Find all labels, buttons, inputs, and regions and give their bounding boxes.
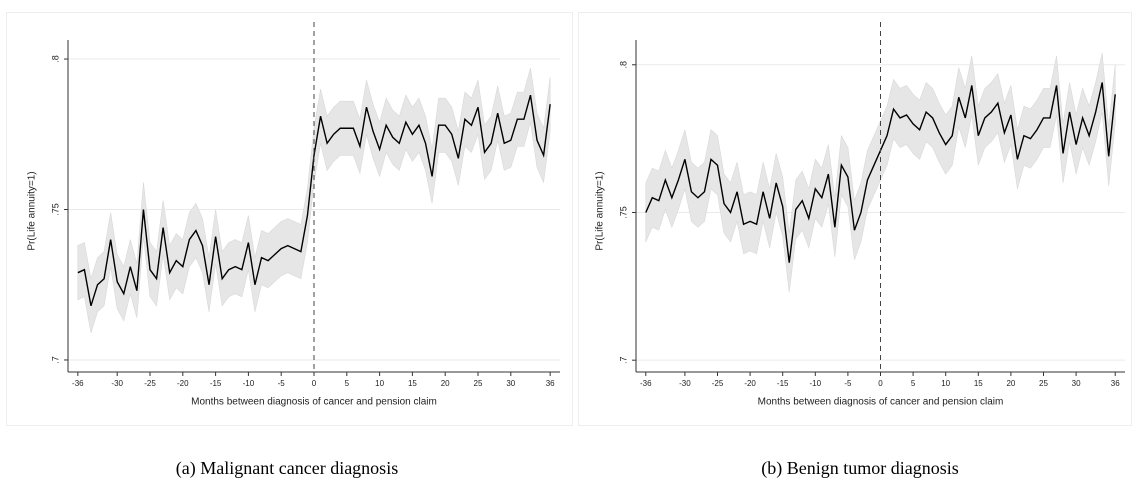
- confidence-band: [645, 52, 1116, 293]
- x-tick-label: -25: [144, 379, 156, 388]
- x-tick-label: -36: [72, 379, 84, 388]
- x-axis-label: Months between diagnosis of cancer and p…: [191, 397, 437, 408]
- caption: (a) Malignant cancer diagnosis: [176, 458, 398, 479]
- x-tick-label: -25: [712, 379, 724, 388]
- y-axis-label: Pr(Life annuity=1): [27, 171, 38, 250]
- y-tick-label: .7: [50, 356, 60, 364]
- x-tick-label: -15: [777, 379, 789, 388]
- x-tick-label: -10: [243, 379, 255, 388]
- x-tick-label: -5: [278, 379, 286, 388]
- caption: (b) Benign tumor diagnosis: [761, 458, 958, 479]
- y-tick-label: .75: [618, 206, 628, 219]
- x-tick-label: 10: [941, 379, 950, 388]
- x-tick-label: 36: [1111, 379, 1120, 388]
- x-tick-label: -15: [210, 379, 222, 388]
- confidence-band: [77, 67, 551, 333]
- x-tick-label: 0: [878, 379, 883, 388]
- x-tick-label: 30: [1072, 379, 1081, 388]
- x-tick-label: 25: [1039, 379, 1048, 388]
- x-tick-label: 0: [312, 379, 317, 388]
- x-tick-label: 10: [375, 379, 384, 388]
- x-tick-label: 30: [506, 379, 515, 388]
- y-tick-label: .8: [618, 61, 628, 69]
- y-axis-label: Pr(Life annuity=1): [595, 171, 606, 250]
- x-tick-label: 5: [911, 379, 916, 388]
- line: [77, 94, 551, 307]
- x-tick-label: -20: [744, 379, 756, 388]
- x-tick-label: -10: [810, 379, 822, 388]
- y-tick-label: .75: [50, 203, 60, 216]
- x-tick-label: -30: [111, 379, 123, 388]
- x-tick-label: -36: [640, 379, 652, 388]
- y-tick-label: .7: [618, 356, 628, 364]
- y-tick-label: .8: [50, 55, 60, 63]
- x-tick-label: -20: [177, 379, 189, 388]
- x-tick-label: 15: [408, 379, 417, 388]
- x-tick-label: 15: [974, 379, 983, 388]
- x-tick-label: 20: [1006, 379, 1015, 388]
- x-tick-label: -30: [679, 379, 691, 388]
- x-tick-label: 20: [441, 379, 450, 388]
- x-tick-label: 25: [474, 379, 483, 388]
- x-axis-label: Months between diagnosis of cancer and p…: [758, 397, 1004, 408]
- x-tick-label: -5: [844, 379, 852, 388]
- x-tick-label: 5: [345, 379, 350, 388]
- x-tick-label: 36: [546, 379, 555, 388]
